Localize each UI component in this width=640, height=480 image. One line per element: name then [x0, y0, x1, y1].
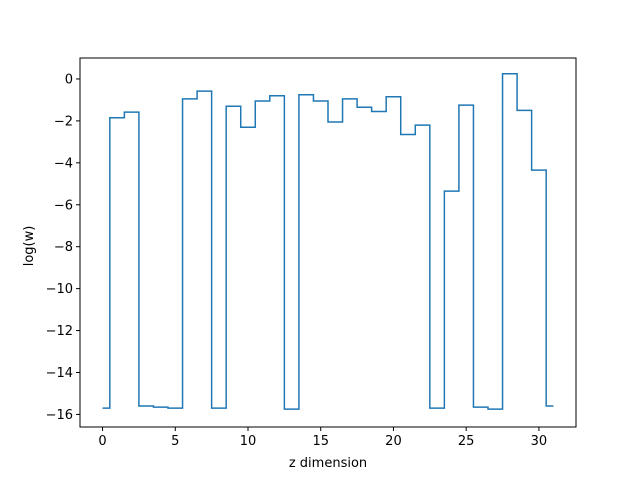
y-tick-label: −6	[54, 198, 73, 213]
x-axis-label: z dimension	[289, 456, 367, 471]
axes-frame	[79, 57, 577, 428]
x-tick-label: 5	[171, 434, 179, 449]
x-tick-label: 30	[531, 434, 548, 449]
y-tick-label: −10	[46, 282, 73, 297]
y-axis-label: log(w)	[22, 226, 37, 267]
y-tick-label: −8	[54, 240, 73, 255]
x-tick-label: 15	[312, 434, 329, 449]
x-axis: 0 5 10 15 20 25 30	[98, 427, 547, 449]
y-tick-label: −4	[54, 156, 73, 171]
y-tick-label: 0	[65, 72, 73, 87]
x-tick-label: 10	[240, 434, 257, 449]
series-line	[102, 72, 554, 410]
y-tick-label: −14	[46, 366, 73, 381]
y-tick-label: −2	[54, 114, 73, 129]
x-tick-label: 25	[458, 434, 475, 449]
y-tick-label: −12	[46, 324, 73, 339]
y-tick-label: −16	[46, 408, 73, 423]
x-tick-label: 0	[98, 434, 106, 449]
x-tick-label: 20	[385, 434, 402, 449]
plot-area	[102, 72, 554, 410]
y-axis: 0 −2 −4 −6 −8 −10 −12 −14 −16	[46, 72, 80, 423]
